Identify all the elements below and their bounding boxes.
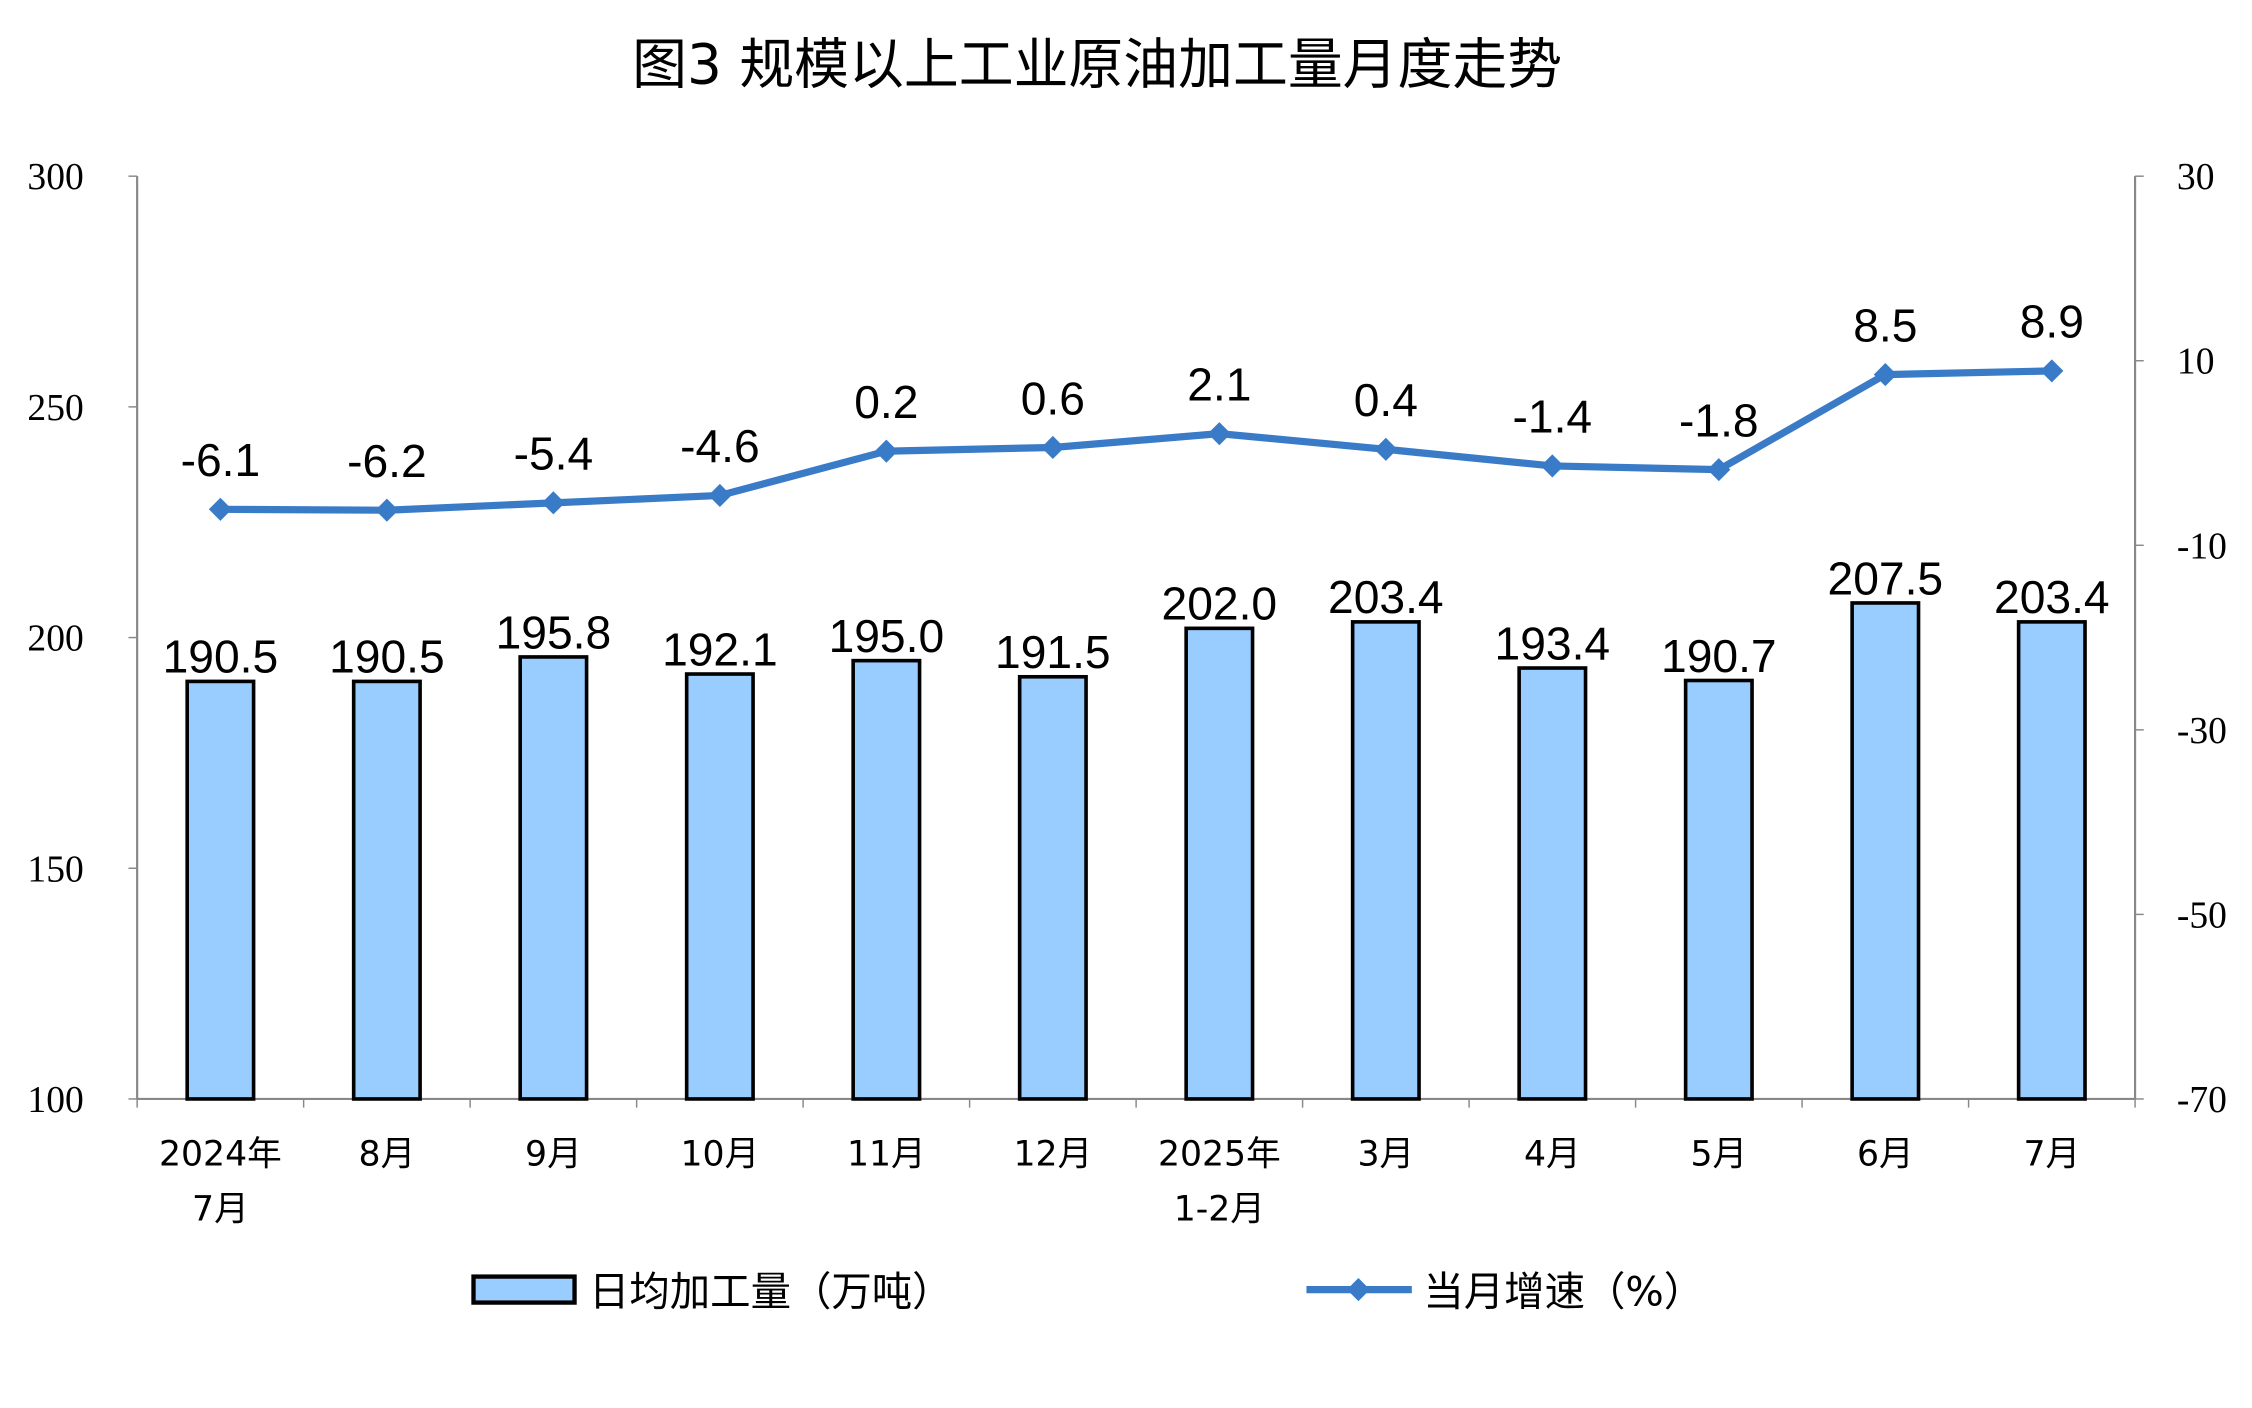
x-tick-label: 1-2月 xyxy=(1174,1189,1265,1229)
line-data-label: -5.4 xyxy=(514,428,594,480)
x-tick-label: 11月 xyxy=(847,1134,926,1174)
x-tick-label: 2025年 xyxy=(1158,1134,1281,1174)
line-data-label: 8.9 xyxy=(2020,296,2084,348)
bar-data-label: 203.4 xyxy=(1994,571,2110,623)
x-tick-label: 7月 xyxy=(2023,1134,2080,1174)
x-tick-label: 3月 xyxy=(1358,1134,1415,1174)
bar-data-label: 190.5 xyxy=(163,631,279,683)
growth-line xyxy=(220,367,2052,514)
line-data-label: -1.4 xyxy=(1513,391,1593,443)
line-point xyxy=(708,483,732,508)
bar-data-label: 203.4 xyxy=(1328,571,1444,623)
legend-bar-label: 日均加工量（万吨） xyxy=(589,1267,953,1315)
bar xyxy=(851,658,922,1101)
right-tick-label: 30 xyxy=(2177,157,2215,198)
line-point xyxy=(375,498,399,522)
line-data-label: -6.1 xyxy=(181,434,261,486)
bar xyxy=(518,655,589,1101)
bar-data-label: 207.5 xyxy=(1828,552,1944,604)
line-point xyxy=(2040,359,2064,383)
line-point xyxy=(1374,437,1398,461)
legend: 日均加工量（万吨） 当月增速（%） xyxy=(471,1267,1704,1315)
bar xyxy=(2016,620,2087,1101)
chart-title: 图3 规模以上工业原油加工量月度走势 xyxy=(632,33,1562,97)
bar-data-label: 190.5 xyxy=(329,631,445,683)
x-tick-label: 7月 xyxy=(192,1189,249,1229)
line-point xyxy=(1707,458,1731,482)
right-tick-label: 10 xyxy=(2177,342,2215,383)
line-point xyxy=(1207,422,1231,446)
bar-data-label: 192.1 xyxy=(662,623,778,675)
right-tick-label: -70 xyxy=(2177,1080,2227,1121)
legend-line-marker xyxy=(1346,1278,1370,1302)
x-tick-label: 4月 xyxy=(1524,1134,1581,1174)
bar xyxy=(1350,620,1421,1101)
line-point xyxy=(1041,435,1065,460)
x-tick-label: 5月 xyxy=(1690,1134,1747,1174)
left-tick-label: 150 xyxy=(27,849,83,890)
line-data-label: 0.4 xyxy=(1354,374,1418,426)
left-tick-label: 250 xyxy=(27,388,83,429)
line-data-label: -1.8 xyxy=(1679,394,1759,446)
bar xyxy=(1517,666,1588,1101)
right-tick-label: -50 xyxy=(2177,895,2227,936)
x-tick-label: 12月 xyxy=(1013,1134,1092,1174)
line-point xyxy=(541,491,565,515)
bar xyxy=(1850,601,1921,1101)
x-tick-label: 2024年 xyxy=(159,1134,282,1174)
x-tick-label: 9月 xyxy=(525,1134,582,1174)
bar xyxy=(1017,674,1088,1101)
bar xyxy=(1683,678,1754,1101)
right-tick-label: -10 xyxy=(2177,526,2227,567)
left-tick-label: 300 xyxy=(27,157,83,198)
bar-data-label: 193.4 xyxy=(1495,617,1611,669)
line-data-label: -6.2 xyxy=(347,435,427,487)
bar-data-label: 190.7 xyxy=(1661,630,1777,682)
line-data-label: -4.6 xyxy=(680,420,760,472)
x-tick-label: 8月 xyxy=(359,1134,416,1174)
bar xyxy=(684,672,755,1101)
legend-bar-swatch xyxy=(471,1274,577,1305)
left-tick-label: 100 xyxy=(27,1080,83,1121)
line-data-label: 0.2 xyxy=(854,376,918,428)
bar xyxy=(1184,626,1255,1101)
line-point xyxy=(208,497,232,521)
bar-data-label: 195.0 xyxy=(829,610,945,662)
line-point xyxy=(1540,454,1564,478)
bar xyxy=(351,679,422,1101)
legend-line-label: 当月增速（%） xyxy=(1423,1267,1704,1315)
x-tick-label: 10月 xyxy=(681,1134,760,1174)
bar-data-label: 202.0 xyxy=(1162,578,1278,630)
line-data-label: 8.5 xyxy=(1853,299,1917,351)
bar-data-label: 195.8 xyxy=(496,606,612,658)
bar xyxy=(185,679,256,1101)
bar-data-label: 191.5 xyxy=(995,626,1111,678)
line-point xyxy=(874,439,898,463)
line-data-label: 2.1 xyxy=(1187,358,1251,410)
left-tick-label: 200 xyxy=(27,619,83,660)
x-tick-label: 6月 xyxy=(1857,1134,1914,1174)
line-data-label: 0.6 xyxy=(1021,372,1085,424)
right-tick-label: -30 xyxy=(2177,711,2227,752)
